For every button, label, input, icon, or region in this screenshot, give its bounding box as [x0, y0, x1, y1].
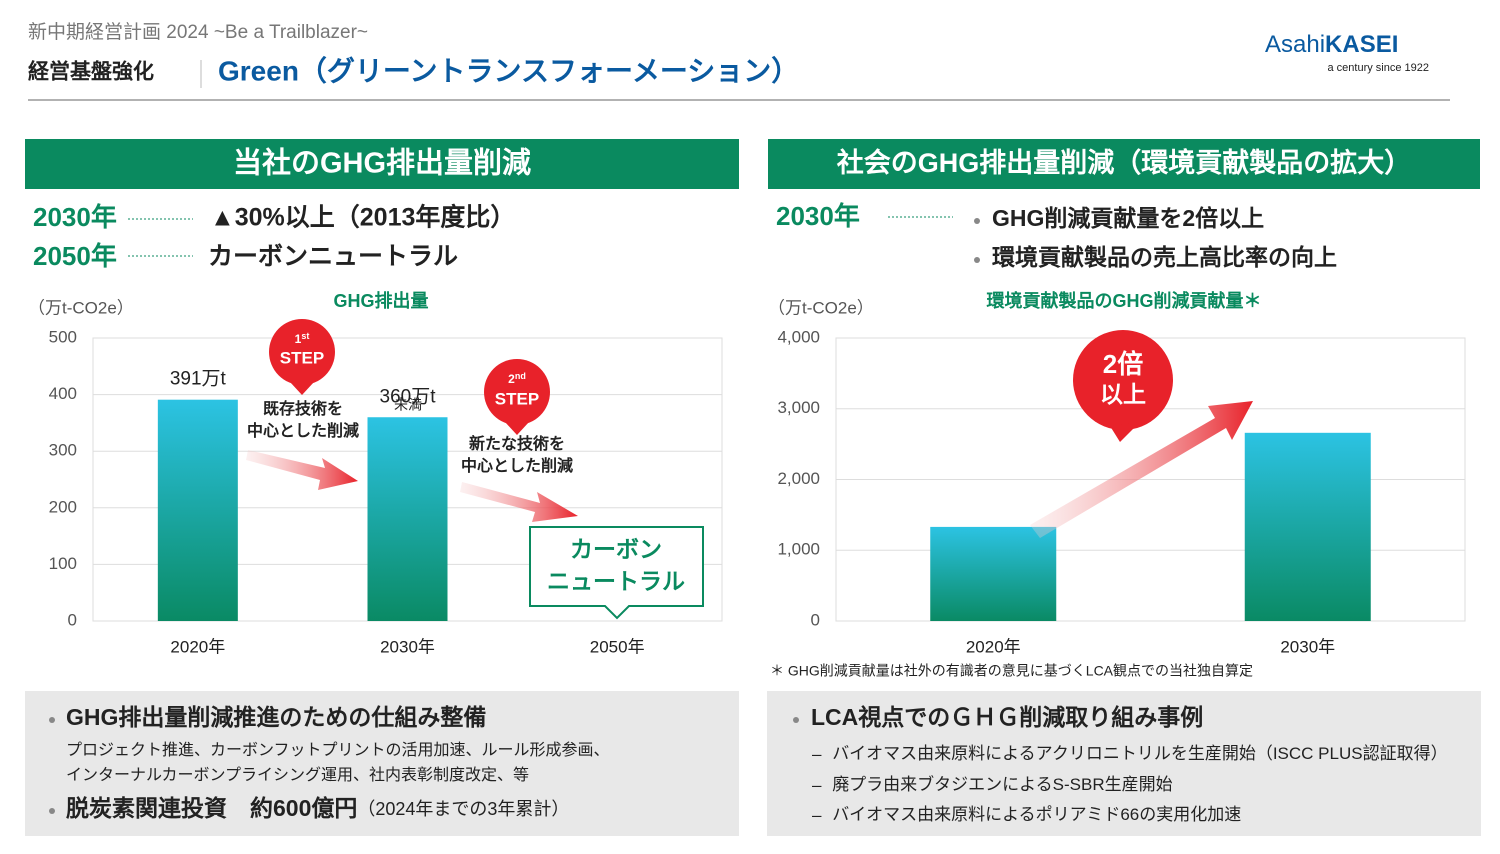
y-tick-label: 200 — [49, 497, 77, 516]
value-label: 391万t — [170, 369, 227, 390]
badge-text: STEP — [280, 348, 324, 367]
bullet-dot — [974, 257, 980, 263]
badge-tail — [1110, 422, 1140, 442]
box-item: – 廃プラ由来ブタジエンによるS-SBR生産開始 — [812, 774, 1173, 794]
y-tick-label: 3,000 — [777, 398, 820, 417]
bullet-dot — [793, 717, 799, 723]
y-tick-label: 2,000 — [777, 469, 820, 488]
badge — [1073, 330, 1173, 430]
y-tick-label: 400 — [49, 384, 77, 403]
bar — [1244, 432, 1371, 621]
info-box — [25, 691, 739, 836]
box-item: – バイオマス由来原料によるポリアミド66の実用化加速 — [812, 805, 1241, 824]
bar — [930, 526, 1057, 621]
target-year: 2030年 — [33, 202, 117, 232]
y-tick-label: 100 — [49, 554, 77, 573]
badge-tail — [505, 422, 529, 435]
callout — [529, 526, 704, 620]
arrow — [1030, 401, 1253, 538]
badge-text: 1st — [295, 331, 310, 346]
info-box — [767, 691, 1481, 836]
step-text: 新たな技術を — [469, 434, 565, 453]
y-axis-label: （万t-CO2e） — [28, 298, 134, 317]
callout-text: カーボン — [570, 536, 662, 562]
x-tick-label: 2030年 — [380, 637, 435, 656]
box-sub: インターナルカーボンプライシング運用、社内表彰制度改定、等 — [66, 765, 529, 784]
badge — [269, 319, 335, 385]
chart-title: 環境貢献製品のGHG削減貢献量＊ — [987, 290, 1262, 311]
arrow — [460, 482, 578, 522]
value-label: 360万t — [380, 386, 437, 407]
badge-tail — [290, 382, 314, 395]
y-axis-label: （万t-CO2e） — [768, 298, 874, 317]
y-tick-label: 4,000 — [777, 327, 820, 346]
subtitle: 新中期経営計画 2024 ~Be a Trailblazer~ — [28, 21, 368, 43]
chart-right: 環境貢献製品のGHG削減貢献量＊ （万t-CO2e） 0 1,000 2,000 3,00… — [768, 290, 1466, 656]
section: 経営基盤強化 — [28, 60, 154, 84]
x-tick-label: 2030年 — [1280, 637, 1335, 656]
badge-text: 2nd — [508, 371, 526, 386]
target-year: 2030年 — [776, 201, 860, 231]
target-text: カーボンニュートラル — [208, 243, 458, 271]
step-text: 中心とした削減 — [247, 421, 359, 440]
badge-text: 2倍 — [1103, 349, 1143, 379]
box-item: – バイオマス由来原料によるアクリロニトリルを生産開始（ISCC PLUS認証取… — [812, 744, 1448, 763]
value-note: 未満 — [394, 397, 422, 413]
bullet-dot — [974, 218, 980, 224]
logo-tag: a century since 1922 — [1327, 62, 1429, 74]
badge-text: STEP — [495, 389, 539, 408]
heading: 社会のGHG排出量削減（環境貢献製品の拡大） — [837, 147, 1412, 178]
y-tick-label: 500 — [49, 327, 77, 346]
step-text: 既存技術を — [263, 399, 343, 418]
callout-text: ニュートラル — [547, 568, 685, 594]
box-sub: プロジェクト推進、カーボンフットプリントの活用加速、ルール形成参画、 — [66, 741, 610, 759]
bullet-dot — [49, 808, 55, 814]
arrow — [246, 450, 358, 490]
target-text: ▲30%以上（2013年度比） — [210, 203, 515, 232]
bullet-dot — [49, 717, 55, 723]
badge-text: 以上 — [1100, 381, 1146, 407]
box-bullet: GHG排出量削減推進のための仕組み整備 — [66, 704, 486, 730]
heading: 当社のGHG排出量削減 — [233, 147, 531, 180]
box-bullet: 脱炭素関連投資 約600億円（2024年までの3年累計） — [66, 795, 569, 821]
heading-bar — [768, 139, 1480, 189]
target-bullet: GHG削減貢献量を2倍以上 — [992, 205, 1264, 231]
target-bullet: 環境貢献製品の売上高比率の向上 — [992, 244, 1337, 270]
badge — [484, 359, 550, 425]
target-year: 2050年 — [33, 241, 117, 271]
step-text: 中心とした削減 — [461, 456, 573, 475]
footnote: ＊ GHG削減貢献量は社外の有識者の意見に基づくLCA観点での当社独自算定 — [770, 663, 1253, 679]
logo: AsahiKASEI — [1265, 31, 1398, 58]
y-tick-label: 1,000 — [777, 540, 820, 559]
bar — [367, 417, 448, 621]
y-tick-label: 300 — [49, 441, 77, 460]
chart-title: GHG排出量 — [333, 290, 428, 311]
chart-left: GHG排出量 （万t-CO2e） 0 100 200 300 400 500 2020年 391万… — [28, 290, 723, 656]
x-tick-label: 2050年 — [590, 637, 645, 656]
x-tick-label: 2020年 — [966, 637, 1021, 656]
page-title: Green（グリーントランスフォーメーション） — [218, 54, 799, 86]
y-tick-label: 0 — [68, 610, 77, 629]
y-tick-label: 0 — [811, 610, 820, 629]
heading-bar — [25, 139, 739, 189]
x-tick-label: 2020年 — [170, 637, 225, 656]
bar — [157, 399, 238, 621]
box-bullet: LCA視点でのＧＨＧ削減取り組み事例 — [811, 704, 1203, 730]
